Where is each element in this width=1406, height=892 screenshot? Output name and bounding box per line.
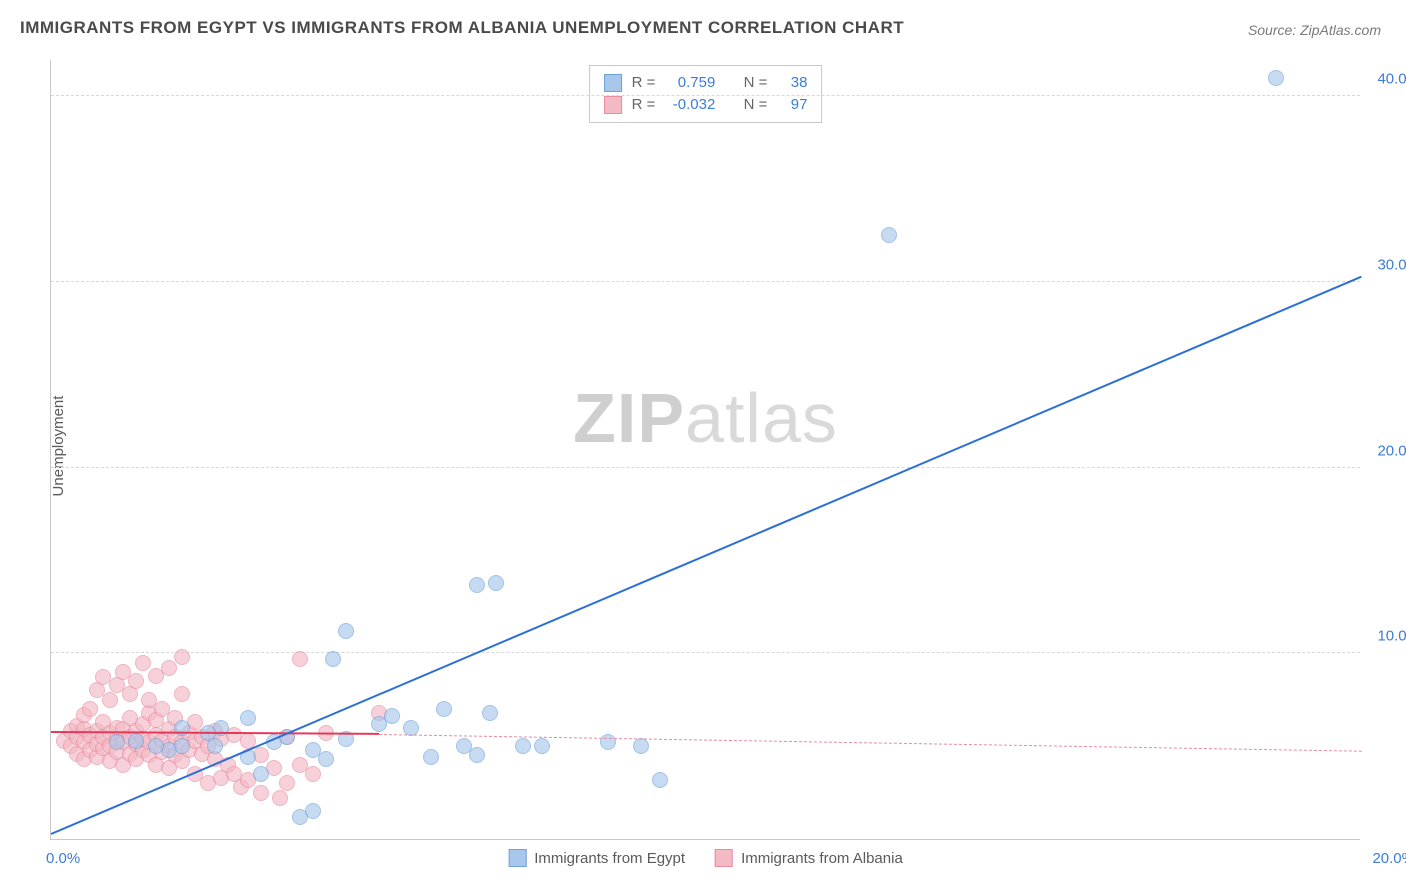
scatter-plot-area: ZIPatlas R =0.759 N =38R =-0.032 N =97 I… — [50, 60, 1360, 840]
scatter-point — [109, 734, 125, 750]
source-value: ZipAtlas.com — [1300, 22, 1381, 38]
r-label: R = — [632, 72, 656, 94]
scatter-point — [482, 705, 498, 721]
scatter-point — [1268, 70, 1284, 86]
scatter-point — [305, 766, 321, 782]
legend-swatch — [508, 849, 526, 867]
watermark: ZIPatlas — [573, 378, 838, 458]
scatter-point — [305, 803, 321, 819]
legend-swatch — [715, 849, 733, 867]
legend-row: R = 0.759 N = 38 — [604, 72, 808, 94]
scatter-point — [423, 749, 439, 765]
scatter-point — [652, 772, 668, 788]
scatter-point — [881, 227, 897, 243]
y-tick-label: 20.0% — [1365, 442, 1406, 459]
scatter-point — [102, 692, 118, 708]
watermark-light: atlas — [685, 379, 838, 457]
scatter-point — [253, 785, 269, 801]
source-attribution: Source: ZipAtlas.com — [1248, 22, 1381, 38]
gridline — [51, 95, 1360, 96]
scatter-point — [82, 701, 98, 717]
series-legend-item: Immigrants from Albania — [715, 849, 903, 867]
gridline — [51, 652, 1360, 653]
scatter-point — [488, 575, 504, 591]
scatter-point — [279, 775, 295, 791]
scatter-point — [253, 766, 269, 782]
scatter-point — [161, 660, 177, 676]
scatter-point — [135, 655, 151, 671]
scatter-point — [384, 708, 400, 724]
scatter-point — [272, 790, 288, 806]
y-tick-label: 40.0% — [1365, 71, 1406, 88]
gridline — [51, 281, 1360, 282]
n-label: N = — [744, 94, 768, 116]
scatter-point — [436, 701, 452, 717]
n-value: 97 — [777, 94, 807, 116]
scatter-point — [534, 738, 550, 754]
scatter-point — [469, 747, 485, 763]
n-value: 38 — [777, 72, 807, 94]
scatter-point — [469, 577, 485, 593]
x-tick-label: 20.0% — [1360, 850, 1406, 867]
legend-swatch — [604, 74, 622, 92]
series-legend: Immigrants from Egypt Immigrants from Alb… — [508, 849, 903, 867]
r-value: -0.032 — [665, 94, 715, 116]
scatter-point — [148, 738, 164, 754]
scatter-point — [292, 651, 308, 667]
scatter-point — [633, 738, 649, 754]
x-tick-label: 0.0% — [46, 850, 80, 867]
r-label: R = — [632, 94, 656, 116]
y-tick-label: 10.0% — [1365, 628, 1406, 645]
watermark-bold: ZIP — [573, 379, 685, 457]
scatter-point — [338, 623, 354, 639]
source-label: Source: — [1248, 22, 1296, 38]
legend-row: R = -0.032 N = 97 — [604, 94, 808, 116]
r-value: 0.759 — [665, 72, 715, 94]
scatter-point — [403, 720, 419, 736]
legend-swatch — [604, 96, 622, 114]
scatter-point — [174, 649, 190, 665]
chart-title: IMMIGRANTS FROM EGYPT VS IMMIGRANTS FROM… — [20, 18, 904, 38]
scatter-point — [318, 751, 334, 767]
scatter-point — [515, 738, 531, 754]
scatter-point — [325, 651, 341, 667]
scatter-point — [174, 738, 190, 754]
series-name: Immigrants from Albania — [741, 850, 903, 867]
trend-line — [51, 276, 1362, 835]
scatter-point — [174, 686, 190, 702]
series-name: Immigrants from Egypt — [534, 850, 685, 867]
scatter-point — [128, 733, 144, 749]
correlation-legend: R = 0.759 N = 38 R = -0.032 N = 97 — [589, 65, 823, 123]
scatter-point — [128, 673, 144, 689]
gridline — [51, 467, 1360, 468]
scatter-point — [240, 710, 256, 726]
n-label: N = — [744, 72, 768, 94]
series-legend-item: Immigrants from Egypt — [508, 849, 685, 867]
y-tick-label: 30.0% — [1365, 256, 1406, 273]
